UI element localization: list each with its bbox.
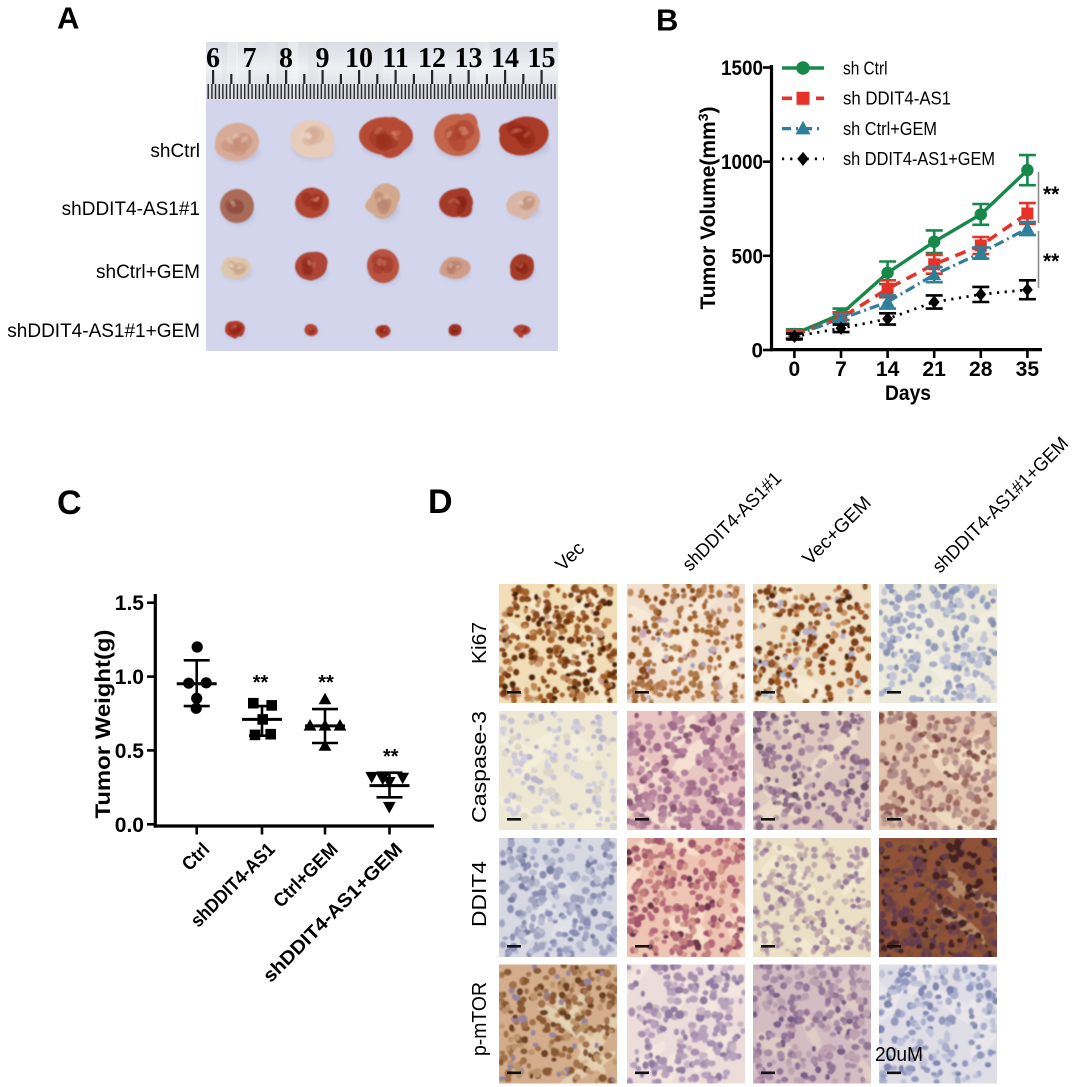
svg-text:sh DDIT4-AS1: sh DDIT4-AS1 (843, 89, 951, 109)
svg-text:15: 15 (528, 43, 556, 74)
svg-text:**: ** (383, 746, 399, 768)
svg-text:B: B (656, 3, 678, 38)
svg-text:sh Ctrl: sh Ctrl (843, 58, 888, 78)
svg-text:14: 14 (876, 358, 900, 381)
svg-text:p-mTOR: p-mTOR (469, 982, 491, 1056)
svg-text:shCtrl: shCtrl (150, 141, 200, 162)
svg-text:**: ** (1043, 250, 1060, 273)
svg-text:35: 35 (1016, 358, 1040, 381)
svg-text:8: 8 (279, 43, 293, 74)
svg-text:shDDIT4-AS1#1+GEM: shDDIT4-AS1#1+GEM (7, 321, 200, 342)
svg-text:DDIT4: DDIT4 (469, 861, 491, 927)
svg-text:0: 0 (789, 358, 801, 381)
svg-text:shCtrl+GEM: shCtrl+GEM (96, 262, 200, 283)
svg-text:7: 7 (835, 358, 847, 381)
svg-text:0.0: 0.0 (115, 814, 144, 837)
svg-text:Caspase-3: Caspase-3 (469, 711, 491, 823)
svg-text:1.0: 1.0 (115, 666, 144, 689)
svg-text:500: 500 (732, 245, 764, 268)
svg-text:**: ** (253, 672, 269, 694)
svg-text:1.5: 1.5 (115, 592, 145, 615)
svg-text:9: 9 (316, 43, 330, 74)
svg-text:0.5: 0.5 (115, 740, 145, 763)
svg-text:sh DDIT4-AS1+GEM: sh DDIT4-AS1+GEM (843, 149, 995, 169)
svg-text:14: 14 (491, 43, 519, 74)
svg-text:D: D (428, 483, 453, 521)
svg-text:Tumor Weight(g): Tumor Weight(g) (92, 630, 115, 819)
svg-text:**: ** (318, 672, 334, 694)
svg-text:1500: 1500 (721, 57, 763, 80)
svg-text:7: 7 (243, 43, 257, 74)
svg-text:**: ** (1043, 183, 1060, 206)
svg-text:Ki67: Ki67 (469, 622, 491, 664)
svg-text:1000: 1000 (721, 151, 763, 174)
svg-text:11: 11 (382, 43, 408, 74)
svg-text:shDDIT4-AS1#1: shDDIT4-AS1#1 (62, 199, 200, 220)
svg-text:Tumor Volume(mm3): Tumor Volume(mm3) (695, 106, 720, 309)
svg-text:0: 0 (752, 340, 764, 363)
svg-text:C: C (57, 484, 82, 522)
svg-text:10: 10 (345, 43, 373, 74)
svg-text:28: 28 (969, 358, 993, 381)
svg-text:13: 13 (455, 43, 483, 74)
svg-text:20uM: 20uM (875, 1044, 923, 1066)
svg-text:sh Ctrl+GEM: sh Ctrl+GEM (843, 119, 937, 139)
svg-text:A: A (57, 1, 79, 36)
svg-text:Days: Days (885, 382, 931, 405)
svg-text:21: 21 (922, 358, 946, 381)
svg-text:12: 12 (418, 43, 446, 74)
svg-text:6: 6 (206, 43, 220, 74)
